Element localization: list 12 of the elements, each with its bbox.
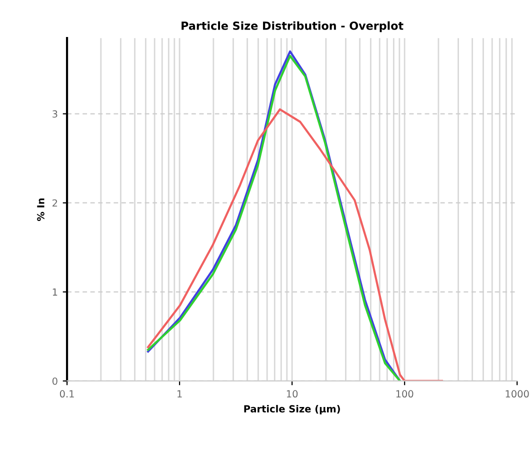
chart-title: Particle Size Distribution - Overplot xyxy=(182,21,404,32)
y-tick-label: 1 xyxy=(52,288,58,296)
x-tick-label: 100 xyxy=(396,390,414,398)
y-tick-label: 2 xyxy=(52,199,58,207)
y-tick-label: 3 xyxy=(52,110,58,118)
x-tick-label: 10 xyxy=(286,390,298,398)
y-tick-label: 0 xyxy=(52,377,58,385)
y-axis-title: % In xyxy=(37,198,44,222)
x-tick-label: 1 xyxy=(178,390,182,398)
x-tick-label: 1000 xyxy=(506,390,529,398)
x-tick-label: 0.1 xyxy=(60,390,74,398)
x-axis-title: Particle Size (µm) xyxy=(244,404,340,414)
